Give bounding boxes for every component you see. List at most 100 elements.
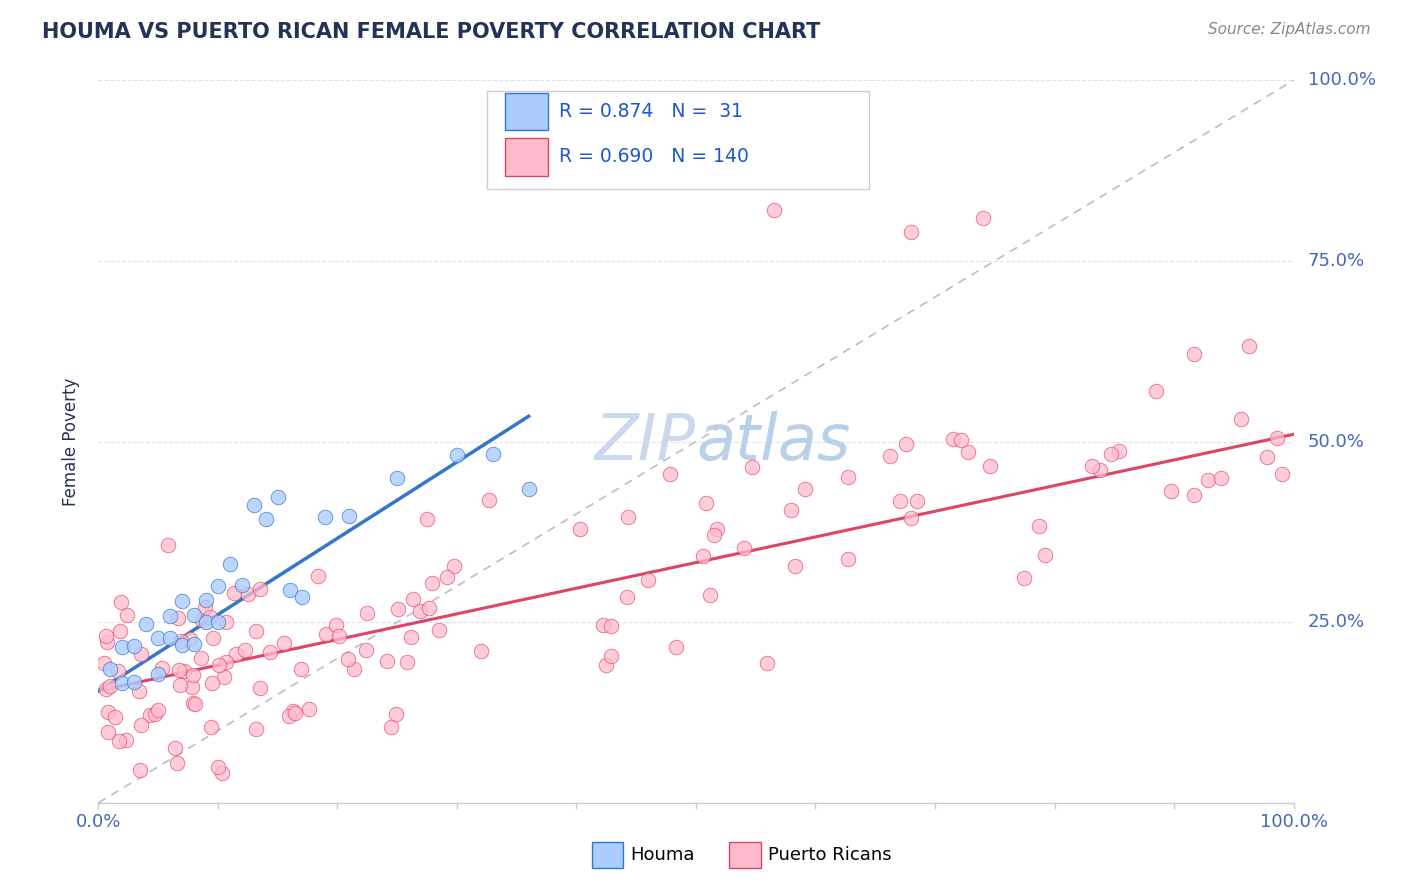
Point: [163, 740, 186, 755]
Point: [783, 559, 806, 574]
Point: [356, 606, 378, 620]
Point: [181, 696, 204, 710]
Point: [879, 450, 901, 464]
Point: [207, 658, 229, 673]
Point: [115, 607, 138, 622]
Point: [219, 557, 242, 571]
Point: [595, 658, 617, 673]
Point: [150, 661, 173, 675]
Point: [1237, 339, 1260, 353]
Point: [1088, 462, 1111, 476]
Point: [617, 510, 640, 524]
Point: [129, 718, 152, 732]
Point: [104, 710, 127, 724]
Point: [243, 498, 266, 512]
Point: [94, 629, 117, 643]
Point: [889, 494, 911, 508]
Point: [97, 705, 120, 719]
Point: [169, 678, 191, 692]
FancyBboxPatch shape: [505, 93, 548, 130]
Point: [600, 618, 623, 632]
Point: [170, 634, 193, 648]
Point: [703, 527, 725, 541]
Point: [148, 703, 170, 717]
Point: [637, 574, 659, 588]
Point: [172, 594, 194, 608]
Point: [128, 684, 150, 698]
Point: [399, 630, 422, 644]
Point: [1182, 488, 1205, 502]
Text: Houma: Houma: [630, 846, 695, 863]
Point: [900, 510, 922, 524]
Point: [1028, 519, 1050, 533]
Text: 100.0%: 100.0%: [1308, 71, 1376, 89]
Point: [195, 615, 218, 630]
Point: [233, 643, 256, 657]
Point: [183, 608, 205, 623]
Point: [222, 586, 245, 600]
Point: [315, 510, 337, 524]
FancyBboxPatch shape: [505, 138, 548, 176]
Text: Puerto Ricans: Puerto Ricans: [768, 846, 891, 863]
Text: 50.0%: 50.0%: [1308, 433, 1365, 450]
Point: [1033, 548, 1056, 562]
Point: [198, 610, 221, 624]
Point: [278, 709, 301, 723]
Point: [420, 576, 443, 591]
Point: [343, 662, 366, 676]
Point: [278, 583, 301, 598]
Point: [183, 637, 205, 651]
Point: [699, 588, 721, 602]
Point: [111, 675, 134, 690]
Point: [478, 493, 501, 508]
Point: [108, 624, 131, 639]
Point: [905, 494, 928, 508]
Point: [190, 613, 212, 627]
Point: [108, 734, 131, 748]
Point: [98, 679, 121, 693]
Point: [172, 638, 194, 652]
Point: [211, 766, 233, 780]
Point: [900, 225, 922, 239]
Point: [328, 630, 350, 644]
Point: [616, 591, 638, 605]
Point: [143, 706, 166, 721]
Point: [793, 483, 815, 497]
Text: HOUMA VS PUERTO RICAN FEMALE POVERTY CORRELATION CHART: HOUMA VS PUERTO RICAN FEMALE POVERTY COR…: [42, 22, 821, 42]
Point: [166, 756, 188, 771]
Point: [254, 512, 277, 526]
Point: [181, 668, 204, 682]
Point: [245, 722, 267, 736]
Point: [290, 662, 312, 676]
Point: [115, 733, 138, 747]
Point: [181, 680, 204, 694]
Point: [190, 650, 212, 665]
Point: [325, 617, 347, 632]
Text: ZIP: ZIP: [595, 410, 696, 473]
Point: [184, 698, 207, 712]
FancyBboxPatch shape: [486, 91, 869, 189]
Point: [706, 522, 728, 536]
FancyBboxPatch shape: [592, 842, 623, 868]
Point: [665, 640, 688, 654]
Point: [387, 602, 409, 616]
Point: [267, 490, 290, 504]
Point: [195, 593, 218, 607]
Point: [1197, 473, 1219, 487]
Point: [409, 603, 432, 617]
Text: atlas: atlas: [696, 410, 851, 473]
Point: [942, 432, 965, 446]
Point: [93, 657, 115, 671]
Text: R = 0.874   N =  31: R = 0.874 N = 31: [558, 103, 742, 121]
Point: [837, 469, 859, 483]
Point: [207, 579, 229, 593]
Point: [339, 509, 361, 524]
Point: [173, 664, 195, 678]
Point: [695, 496, 717, 510]
Point: [159, 609, 181, 624]
Point: [135, 617, 157, 632]
Point: [592, 618, 614, 632]
Point: [148, 632, 170, 646]
Point: [950, 434, 973, 448]
Point: [1230, 412, 1253, 426]
